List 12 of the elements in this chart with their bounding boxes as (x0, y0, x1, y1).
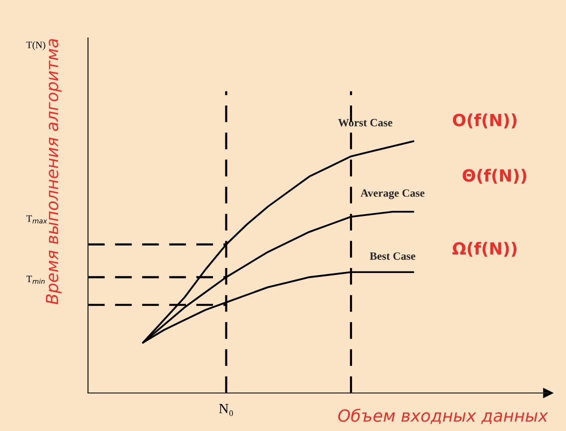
text: T$_{min}$ (26, 276, 45, 284)
x-axis-title: Объем входных данных (338, 408, 548, 424)
text: N₀ (219, 404, 233, 416)
series-label: Worst Case (338, 118, 392, 126)
text: T$_{max}$ (26, 215, 48, 224)
text: Ω(f(N)) (452, 242, 517, 257)
series-label: Average Case (360, 189, 424, 200)
text: O(f(N)) (452, 113, 517, 128)
text: Θ(f(N)) (462, 168, 526, 184)
series-label: Best Case (370, 252, 416, 260)
text: T(N) (26, 41, 46, 50)
y-axis-title: Время выполнения алгоритма (46, 39, 62, 304)
